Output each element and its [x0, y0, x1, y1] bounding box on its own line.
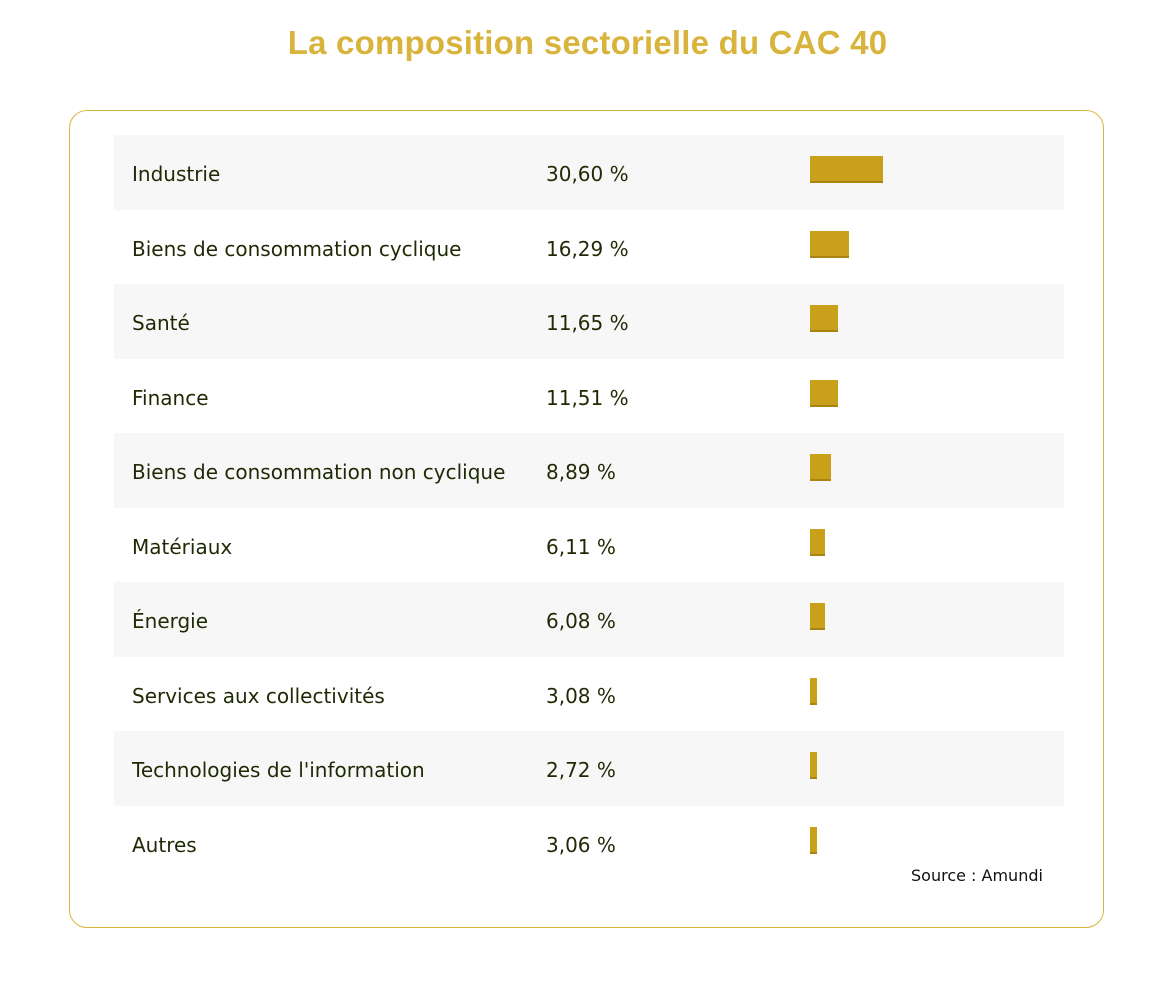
- sector-bar: [810, 752, 817, 779]
- sector-bar: [810, 156, 884, 183]
- sector-label: Technologies de l'information: [132, 758, 425, 782]
- sector-label: Biens de consommation cyclique: [132, 236, 462, 261]
- sector-value: 6,11 %: [546, 534, 616, 559]
- sector-label: Matériaux: [132, 534, 233, 559]
- sector-bar: [810, 826, 818, 854]
- sector-label: Autres: [132, 832, 197, 857]
- sector-value: 2,72 %: [546, 758, 616, 782]
- table-row: Santé 11,65 %: [114, 284, 1064, 359]
- sector-bar: [810, 379, 838, 407]
- sector-value: 11,65 %: [546, 311, 629, 335]
- sector-bar: [810, 603, 825, 630]
- sector-value: 16,29 %: [546, 236, 629, 261]
- table-row: Matériaux 6,11 %: [114, 508, 1064, 583]
- sector-bar: [810, 230, 850, 258]
- table-row: Services aux collectivités 3,08 %: [114, 657, 1064, 732]
- sector-value: 3,08 %: [546, 683, 616, 708]
- sector-label: Biens de consommation non cyclique: [132, 460, 506, 484]
- sector-label: Santé: [132, 311, 190, 335]
- sector-table: Industrie 30,60 % Biens de consommation cy…: [114, 135, 1064, 880]
- sector-bar: [810, 528, 825, 556]
- sector-label: Services aux collectivités: [132, 683, 385, 708]
- sector-label: Industrie: [132, 162, 221, 186]
- table-row: Finance 11,51 %: [114, 359, 1064, 434]
- table-row: Industrie 30,60 %: [114, 135, 1064, 210]
- source-note: Source : Amundi: [911, 866, 1043, 885]
- table-row: Autres 3,06 %: [114, 806, 1064, 881]
- sector-value: 3,06 %: [546, 832, 616, 857]
- sector-value: 30,60 %: [546, 162, 629, 186]
- sector-value: 8,89 %: [546, 460, 616, 484]
- chart-title: La composition sectorielle du CAC 40: [287, 24, 888, 61]
- sector-value: 11,51 %: [546, 385, 629, 410]
- sector-label: Finance: [132, 385, 209, 410]
- sector-value: 6,08 %: [546, 609, 616, 633]
- table-row: Biens de consommation cyclique 16,29 %: [114, 210, 1064, 285]
- table-row: Technologies de l'information 2,72 %: [114, 731, 1064, 806]
- sector-bar: [810, 454, 832, 481]
- sector-bar: [810, 305, 838, 332]
- table-row: Énergie 6,08 %: [114, 582, 1064, 657]
- chart-card: [69, 110, 1104, 928]
- sector-label: Énergie: [132, 609, 209, 633]
- sector-bar: [810, 677, 818, 705]
- table-row: Biens de consommation non cyclique 8,89 %: [114, 433, 1064, 508]
